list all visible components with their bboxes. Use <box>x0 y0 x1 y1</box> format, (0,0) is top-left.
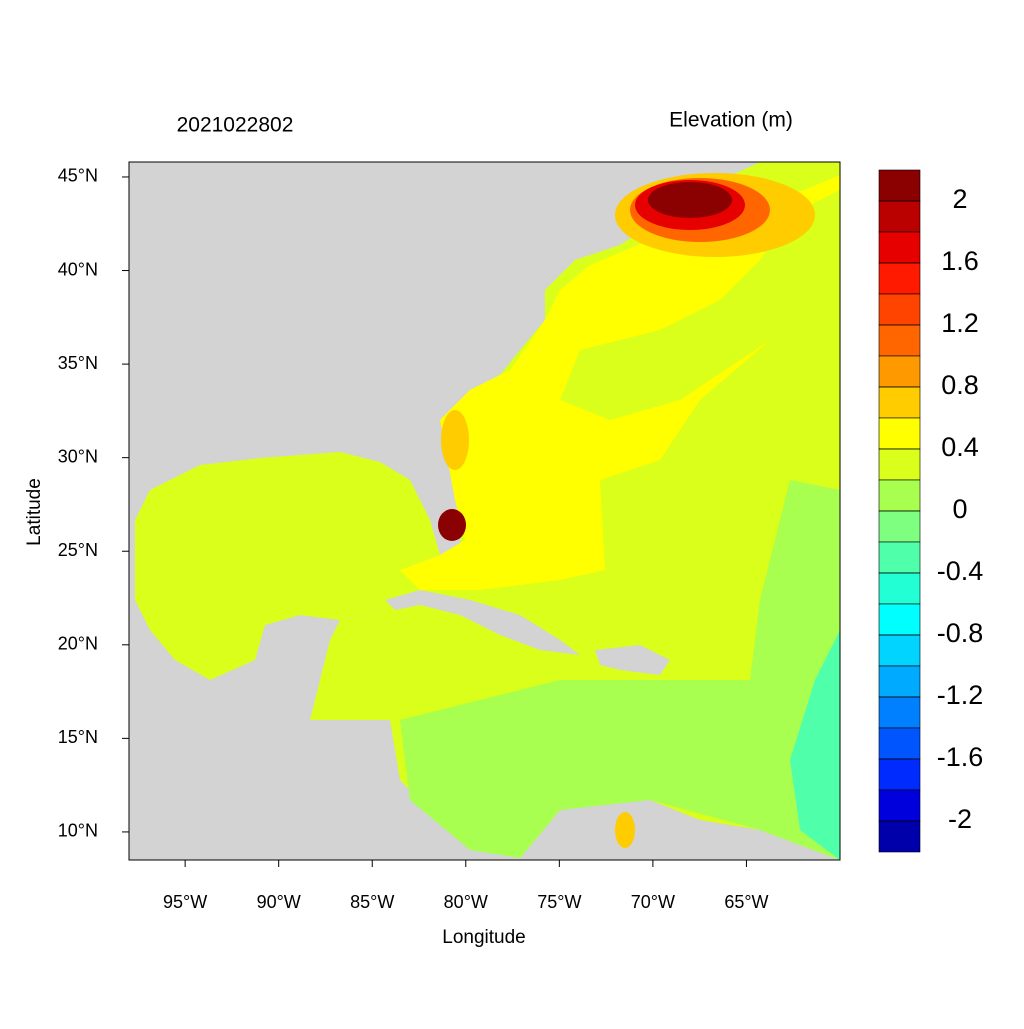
colorbar-label: -2 <box>948 804 972 834</box>
colorbar-label: 1.6 <box>941 246 979 276</box>
y-tick-label: 15°N <box>58 727 98 747</box>
colorbar-box <box>878 696 921 729</box>
colorbar-box <box>878 448 921 481</box>
plot-frame <box>128 161 841 861</box>
colorbar-box <box>878 293 921 326</box>
colorbar-box <box>878 541 921 574</box>
x-axis-label: Longitude <box>442 927 525 948</box>
colorbar-label: 1.2 <box>941 308 979 338</box>
colorbar-label: 0.8 <box>941 370 979 400</box>
y-tick-label: 20°N <box>58 634 98 654</box>
x-tick-label: 90°W <box>257 892 301 912</box>
y-tick-label: 45°N <box>58 166 98 186</box>
ocean-region <box>648 182 732 218</box>
ocean-region <box>790 630 840 860</box>
x-tick-label: 95°W <box>163 892 207 912</box>
colorbar-box <box>878 789 921 822</box>
y-tick-label: 10°N <box>58 821 98 841</box>
colorbar-label: 2 <box>952 184 967 214</box>
x-tick-label: 85°W <box>350 892 394 912</box>
colorbar-box <box>878 169 921 202</box>
colorbar-label: 0.4 <box>941 432 979 462</box>
colorbar-label: -0.8 <box>937 618 984 648</box>
y-axis-label: Latitude <box>24 478 45 546</box>
colorbar-box <box>878 200 921 233</box>
legend-title: Elevation (m) <box>669 109 793 132</box>
y-tick-label: 35°N <box>58 353 98 373</box>
colorbar-box <box>878 386 921 419</box>
x-tick-label: 70°W <box>631 892 675 912</box>
land <box>385 590 580 655</box>
colorbar-box <box>878 758 921 791</box>
land <box>595 645 670 675</box>
y-tick-label: 25°N <box>58 540 98 560</box>
colorbar-box <box>878 231 921 264</box>
ocean-region <box>441 410 469 470</box>
colorbar-box <box>878 572 921 605</box>
x-tick-label: 65°W <box>724 892 768 912</box>
ocean-region <box>135 452 440 680</box>
colorbar-label: 0 <box>952 494 967 524</box>
colorbar-box <box>878 634 921 667</box>
colorbar-box <box>878 417 921 450</box>
ocean-region <box>400 175 840 590</box>
colorbar-box <box>878 355 921 388</box>
colorbar-box <box>878 665 921 698</box>
colorbar-label: -1.6 <box>937 742 984 772</box>
colorbar-box <box>878 727 921 760</box>
x-tick-label: 75°W <box>537 892 581 912</box>
colorbar-box <box>878 324 921 357</box>
ocean-region <box>615 812 635 848</box>
colorbar-box <box>878 510 921 543</box>
colorbar-box <box>878 820 921 853</box>
y-tick-label: 30°N <box>58 446 98 466</box>
map <box>128 161 841 861</box>
y-tick-label: 40°N <box>58 259 98 279</box>
colorbar-label: -0.4 <box>937 556 984 586</box>
colorbar-box <box>878 262 921 295</box>
colorbar-box <box>878 479 921 512</box>
chart-title: 2021022802 <box>177 114 294 137</box>
x-tick-label: 80°W <box>444 892 488 912</box>
ocean-region <box>400 480 840 860</box>
colorbar-box <box>878 603 921 636</box>
colorbar-label: -1.2 <box>937 680 984 710</box>
ocean-region <box>438 509 466 541</box>
